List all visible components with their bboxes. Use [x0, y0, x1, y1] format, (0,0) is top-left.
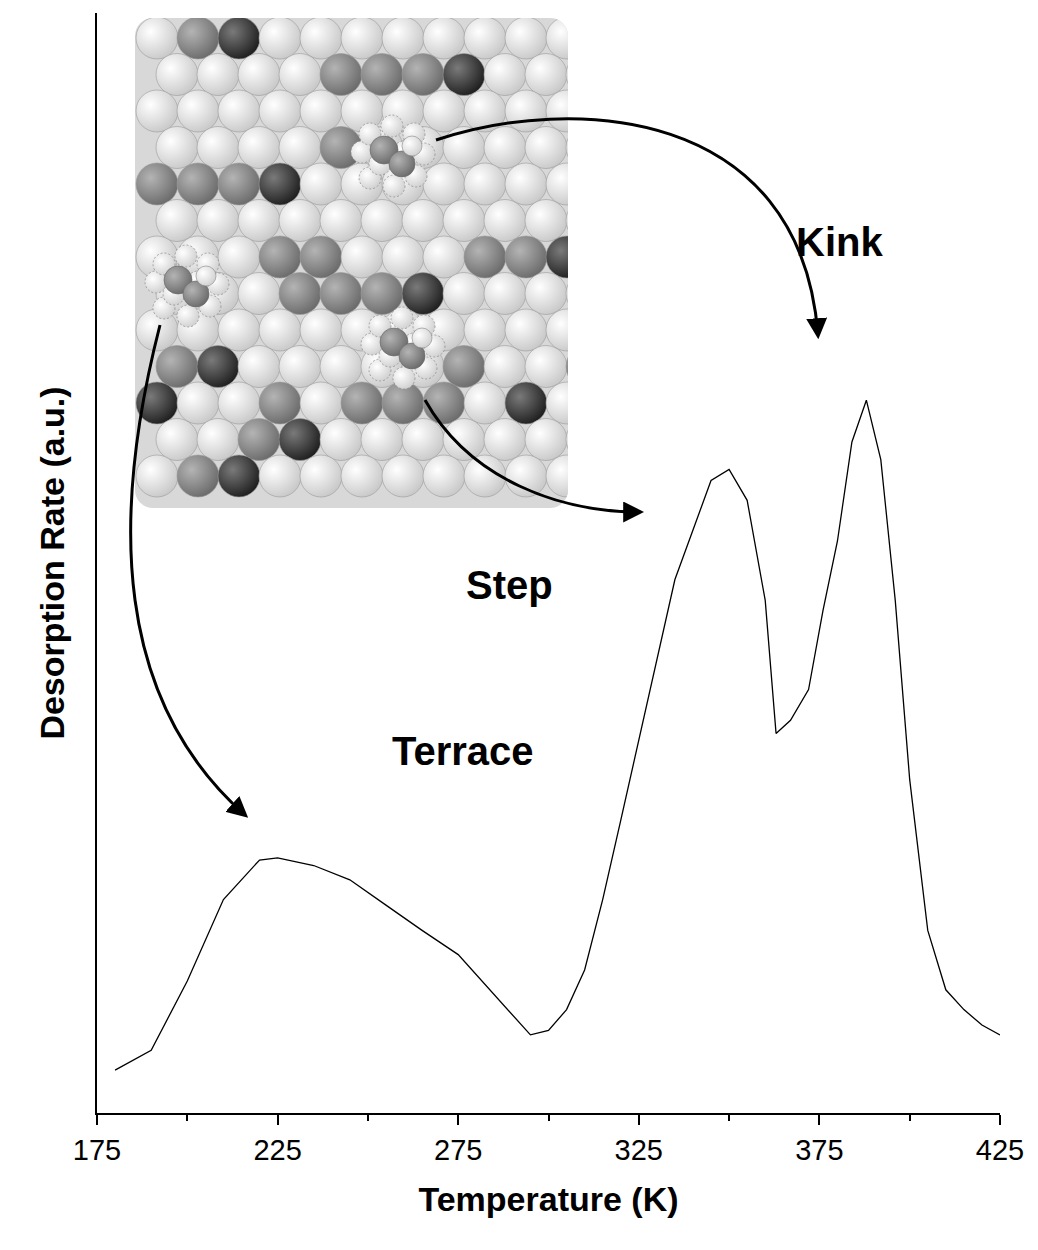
svg-text:Terrace: Terrace: [392, 729, 534, 773]
svg-text:425: 425: [976, 1134, 1024, 1166]
svg-text:375: 375: [795, 1134, 843, 1166]
svg-text:Step: Step: [466, 563, 553, 607]
svg-text:Temperature (K): Temperature (K): [418, 1180, 678, 1218]
svg-text:225: 225: [253, 1134, 301, 1166]
svg-text:175: 175: [73, 1134, 121, 1166]
svg-text:Kink: Kink: [796, 220, 883, 264]
svg-text:275: 275: [434, 1134, 482, 1166]
svg-text:Desorption Rate (a.u.): Desorption Rate (a.u.): [33, 386, 71, 739]
svg-text:325: 325: [615, 1134, 663, 1166]
